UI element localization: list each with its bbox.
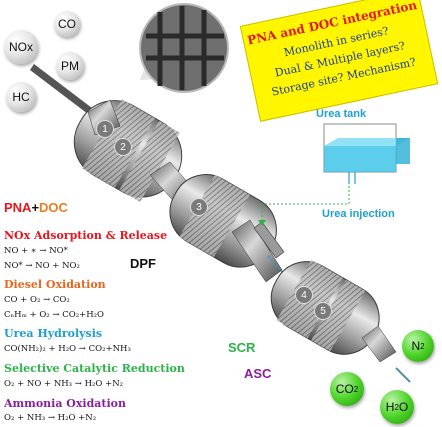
gas-co2-bubble: CO 2 <box>330 372 364 406</box>
reaction-asc-eq-1: O₂ + NH₃ → H₂O +N₂ <box>4 413 97 423</box>
reaction-doc-eq-1: CO + O₂ → CO₂ <box>4 295 70 305</box>
reaction-doc-eq-2: CₙHₘ + O₂ → CO₂+H₂O <box>4 310 105 320</box>
h2o-subscript: 2 <box>394 402 399 412</box>
scr-label: SCR <box>228 340 256 355</box>
urea-flow-line <box>258 186 350 226</box>
dpf-label: DPF <box>130 256 156 271</box>
gas-pm-bubble: PM <box>56 52 84 80</box>
gas-nox-bubble: NOx <box>4 30 38 64</box>
urea-injection-label: Urea injection <box>322 208 395 220</box>
plus-label: + <box>31 200 40 215</box>
gas-co-bubble: CO <box>54 11 80 37</box>
gas-hc-bubble: HC <box>6 82 36 112</box>
reaction-urea-title: Urea Hydrolysis <box>4 327 103 340</box>
reaction-scr-eq-1: O₂ + NO + NH₃ → H₂O +N₂ <box>4 379 124 389</box>
doc-label: DOC <box>39 200 68 215</box>
h2o-o-label: O <box>398 400 409 414</box>
co2-subscript: 2 <box>353 384 359 394</box>
n2-subscript: 2 <box>420 341 425 351</box>
reaction-doc-title: Diesel Oxidation <box>4 278 106 291</box>
reaction-urea-eq-1: CO(NH₂)₂ + H₂O → CO₂+NH₃ <box>4 344 131 354</box>
urea-tank <box>323 123 410 184</box>
reaction-scr-title: Selective Catalytic Reduction <box>4 362 185 375</box>
stage-number-5: 5 <box>314 302 332 320</box>
reaction-nox-eq-1: NO + ∗ → NO* <box>4 246 68 256</box>
outlet-pipe <box>361 325 411 383</box>
stage-number-1: 1 <box>96 120 114 138</box>
inlet-pipe <box>30 64 92 114</box>
monolith-zoom <box>139 3 229 93</box>
stage-number-3: 3 <box>190 198 208 216</box>
reaction-nox-title: NOx Adsorption & Release <box>4 229 168 242</box>
pna-doc-label: PNA+DOC <box>4 200 68 215</box>
reaction-asc-title: Ammonia Oxidation <box>4 397 127 410</box>
h2o-h-label: H <box>385 400 395 414</box>
n2-label: N <box>411 339 421 353</box>
stage-number-4: 4 <box>295 286 313 304</box>
urea-tank-label: Urea tank <box>316 108 367 120</box>
co2-label: CO <box>335 382 354 396</box>
stage-number-2: 2 <box>114 138 132 156</box>
pna-label: PNA <box>4 200 32 215</box>
urea-injector <box>253 221 287 277</box>
asc-label: ASC <box>244 366 272 381</box>
reaction-nox-eq-2: NO* → NO + NO₂ <box>4 261 80 271</box>
